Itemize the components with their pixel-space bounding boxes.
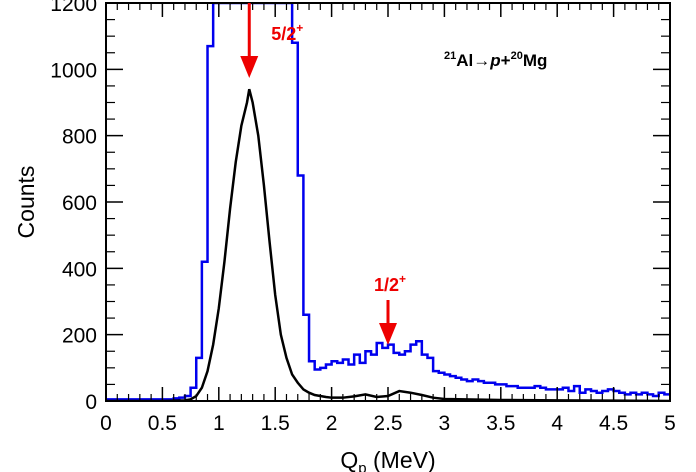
x-tick-label: 0 — [100, 412, 112, 435]
x-tick-label: 2.5 — [373, 412, 402, 435]
reaction-label: 21Al→p+20Mg — [444, 50, 547, 70]
x-tick-label: 2 — [326, 412, 338, 435]
annotation-arrow-1 — [240, 3, 259, 78]
x-tick-label: 1.5 — [261, 412, 290, 435]
series-line-2 — [106, 88, 670, 401]
annotation-label-1: 5/2+ — [271, 21, 303, 44]
y-tick-label: 600 — [62, 192, 97, 215]
y-tick-label: 400 — [62, 258, 97, 281]
x-tick-label: 3.5 — [486, 412, 515, 435]
series-line-1 — [106, 3, 670, 401]
x-tick-label: 4.5 — [599, 412, 628, 435]
x-tick-label: 3 — [439, 412, 451, 435]
annotation-arrow-2 — [379, 300, 397, 345]
x-axis-title: Qp (MeV) — [340, 447, 435, 472]
x-tick-label: 4 — [551, 412, 563, 435]
plot-frame — [105, 2, 671, 402]
y-tick-label: 200 — [62, 325, 97, 348]
x-tick-label: 5 — [664, 412, 676, 435]
x-tick-label: 1 — [213, 412, 225, 435]
x-tick-label: 0.5 — [148, 412, 177, 435]
y-tick-label: 1000 — [50, 59, 97, 82]
y-tick-label: 800 — [62, 126, 97, 149]
y-tick-label: 1200 — [50, 0, 97, 16]
annotation-label-2: 1/2+ — [374, 272, 406, 295]
y-tick-label: 0 — [85, 391, 97, 414]
y-axis-title: Counts — [13, 166, 39, 239]
